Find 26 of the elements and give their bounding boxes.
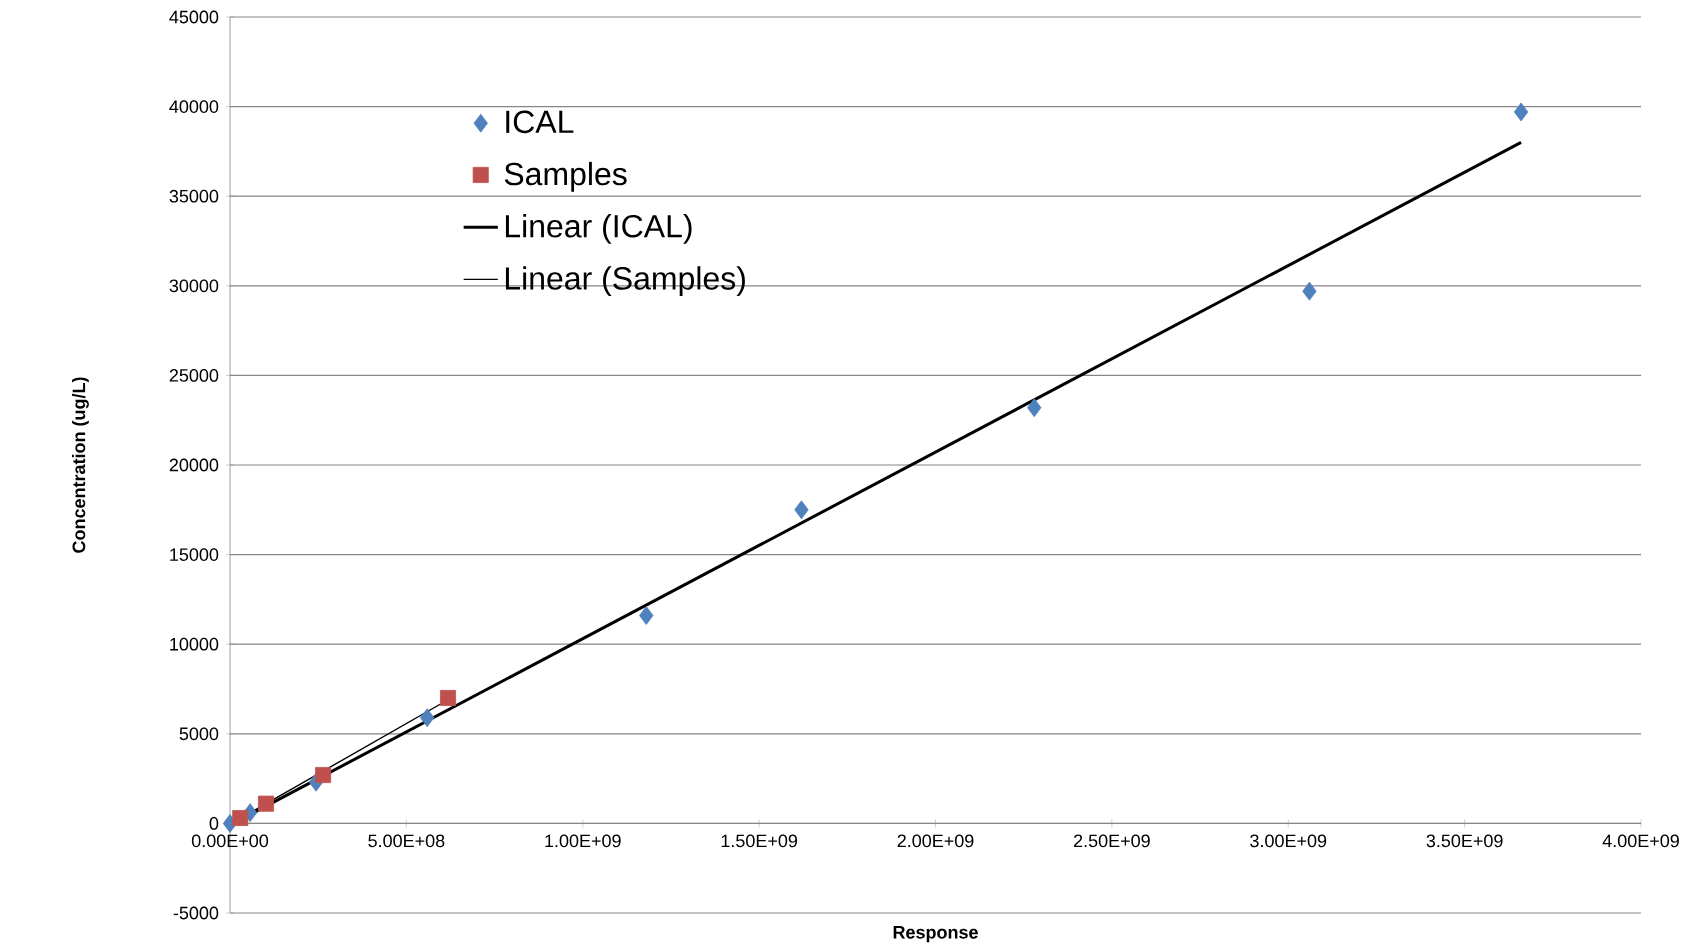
y-tick-label: 10000 (170, 637, 219, 651)
legend-label: Linear (Samples) (505, 266, 745, 297)
x-tick-label: 4.00E+09 (1602, 834, 1679, 848)
legend-label: Linear (ICAL) (505, 214, 692, 244)
y-axis-title: Concentration (ug/L) (72, 377, 89, 553)
y-tick-label: 30000 (169, 279, 219, 293)
x-tick-label: 1.50E+09 (721, 834, 798, 848)
y-tick-label: 35000 (169, 189, 219, 203)
legend-label: ICAL (506, 110, 574, 134)
y-tick-label: -5000 (173, 906, 219, 920)
x-tick-label: 3.50E+09 (1426, 834, 1503, 848)
x-axis-title: Response (893, 926, 978, 943)
x-tick-label: 2.50E+09 (1074, 834, 1150, 848)
y-tick-label: 45000 (169, 10, 219, 24)
legend-label: Samples (504, 161, 627, 192)
y-tick-label: 0 (209, 817, 219, 830)
y-tick-label: 25000 (169, 369, 219, 382)
y-tick-label: 40000 (169, 100, 219, 113)
x-tick-label: 1.00E+09 (545, 834, 621, 848)
y-tick-label: 20000 (169, 458, 219, 472)
x-tick-label: 5.00E+08 (368, 834, 445, 848)
y-tick-label: 5000 (179, 727, 219, 741)
x-tick-label: 3.00E+09 (1250, 834, 1327, 848)
x-tick-label: 2.00E+09 (897, 834, 974, 848)
y-tick-label: 15000 (170, 548, 219, 561)
x-tick-label: 0.00E+00 (191, 834, 269, 848)
